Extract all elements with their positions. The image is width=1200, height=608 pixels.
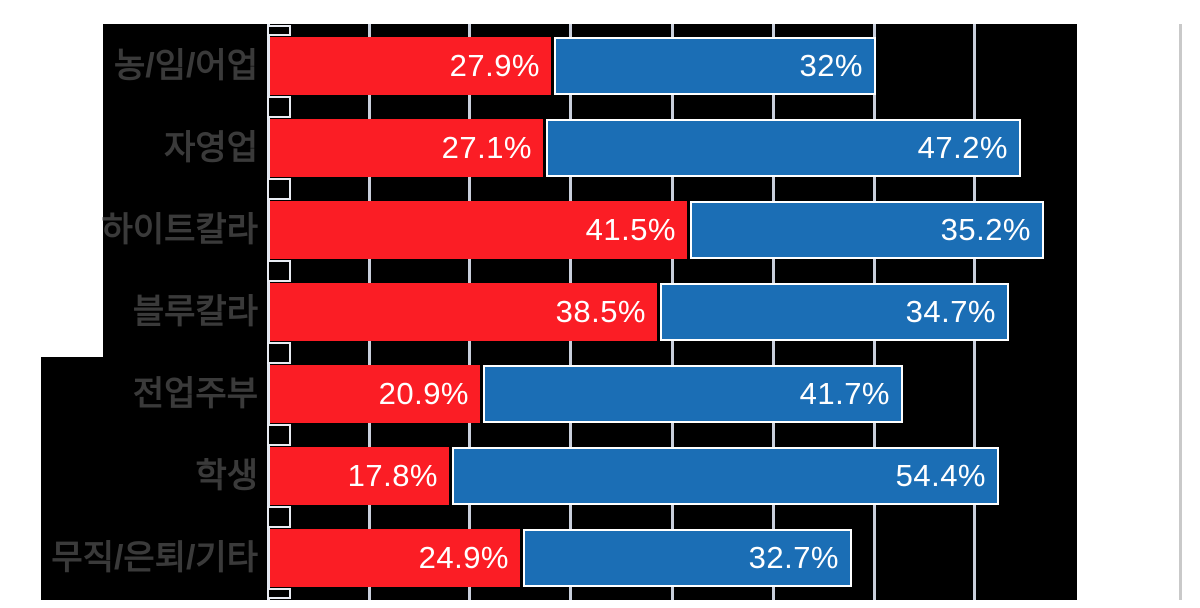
bar-blue: 47.2%	[546, 119, 1021, 177]
bar-value-label: 17.8%	[347, 458, 438, 493]
bar-value-label: 38.5%	[555, 294, 646, 329]
marker-bar	[267, 25, 291, 36]
x-axis-zero-line	[267, 24, 270, 600]
bar-blue: 32.7%	[523, 529, 852, 587]
category-label: 학생	[195, 457, 258, 495]
plot-background-left-extension	[41, 357, 103, 600]
bar-red: 20.9%	[270, 365, 480, 423]
bar-value-label: 41.7%	[799, 376, 890, 411]
bar-value-label: 32%	[799, 48, 863, 83]
bar-value-label: 41.5%	[585, 212, 676, 247]
bar-blue: 54.4%	[452, 447, 999, 505]
bar-red: 27.9%	[270, 37, 551, 95]
bar-value-label: 32.7%	[748, 540, 839, 575]
bar-value-label: 27.9%	[449, 48, 540, 83]
bar-blue: 32%	[554, 37, 876, 95]
category-label: 농/임/어업	[113, 47, 258, 85]
right-edge-rule	[1179, 24, 1182, 600]
bar-red: 38.5%	[270, 283, 657, 341]
bar-red: 24.9%	[270, 529, 520, 587]
marker-bar	[267, 260, 291, 282]
bar-blue: 35.2%	[690, 201, 1044, 259]
bar-value-label: 27.1%	[441, 130, 532, 165]
bar-blue: 41.7%	[483, 365, 903, 423]
category-label: 블루칼라	[132, 293, 258, 331]
bar-value-label: 35.2%	[940, 212, 1031, 247]
marker-bar	[267, 588, 291, 599]
bar-red: 41.5%	[270, 201, 687, 259]
category-label: 전업주부	[132, 375, 258, 413]
category-label: 무직/은퇴/기타	[51, 539, 258, 577]
category-label: 하이트칼라	[101, 211, 258, 249]
marker-bar	[267, 342, 291, 364]
category-label: 자영업	[164, 129, 258, 167]
bar-red: 27.1%	[270, 119, 543, 177]
bar-red: 17.8%	[270, 447, 449, 505]
marker-bar	[267, 178, 291, 200]
bar-value-label: 34.7%	[905, 294, 996, 329]
marker-bar	[267, 96, 291, 118]
marker-bar	[267, 424, 291, 446]
bar-value-label: 20.9%	[378, 376, 469, 411]
bar-value-label: 47.2%	[917, 130, 1008, 165]
marker-bar	[267, 506, 291, 528]
bar-value-label: 24.9%	[418, 540, 509, 575]
bar-blue: 34.7%	[660, 283, 1009, 341]
bar-value-label: 54.4%	[895, 458, 986, 493]
